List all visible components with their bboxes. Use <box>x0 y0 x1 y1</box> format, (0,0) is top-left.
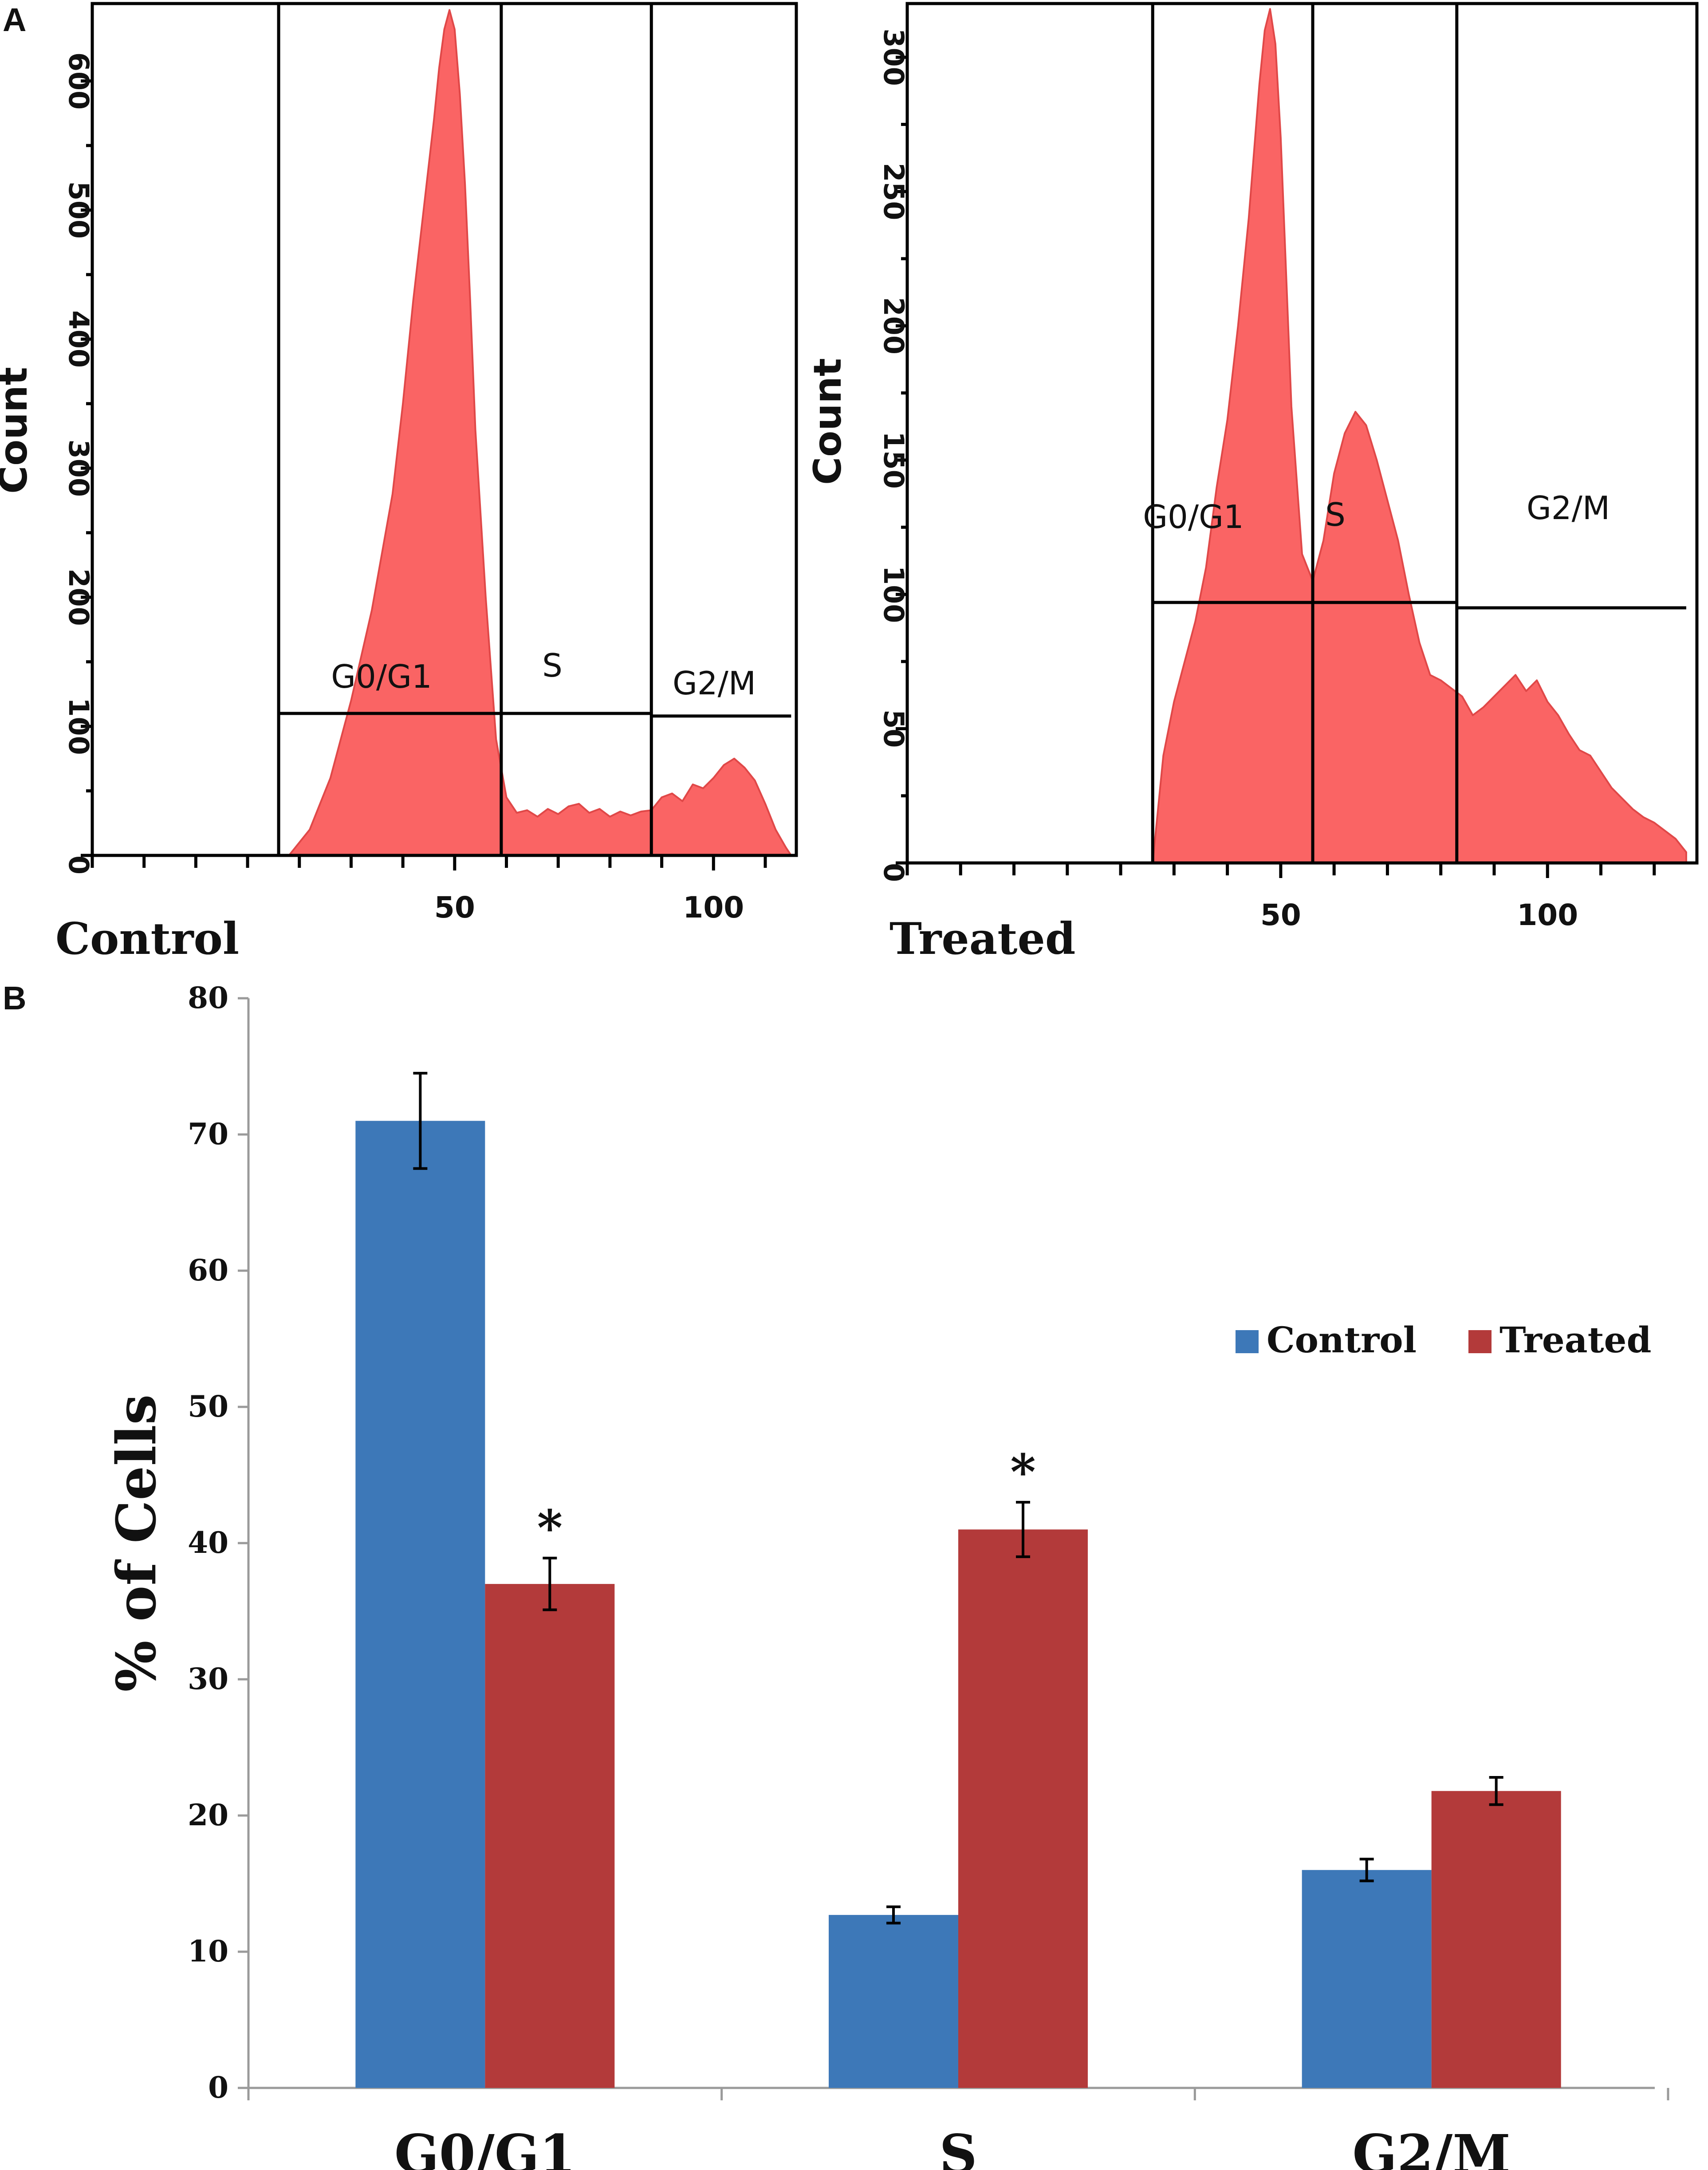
x-tick-label-1: 100 <box>1517 898 1578 932</box>
x-tick-label-0: 50 <box>1260 898 1301 932</box>
plot-frame <box>905 2 1699 865</box>
gate-label-0: G0/G1 <box>1143 498 1244 536</box>
bar-treated-1 <box>958 1529 1088 2088</box>
gate-label-2: G2/M <box>673 665 756 702</box>
legend-swatch-treated <box>1468 1330 1492 1353</box>
y-tick-label-4: 400 <box>63 311 95 368</box>
x-tick-label-1: 100 <box>683 890 744 925</box>
histogram-control: G0/G1 S G2/M 0 100 200 300 400 500 600 50 100 Count C… <box>0 2 798 965</box>
gate-label-2: G2/M <box>1527 489 1610 527</box>
histogram-area <box>1152 8 1687 864</box>
bar-y-tick-label-2: 20 <box>188 1798 228 1832</box>
bar-control-1 <box>829 1915 958 2088</box>
sample-label: Treated <box>889 914 1075 965</box>
histogram-area <box>288 9 792 856</box>
legend-label-control: Control <box>1267 1319 1417 1361</box>
y-tick-label-2: 100 <box>878 566 910 623</box>
y-tick-label-6: 300 <box>878 28 910 86</box>
y-tick-label-1: 100 <box>63 697 95 755</box>
x-tick-label-0: 50 <box>434 890 475 925</box>
bar-x-tick-label-2: G2/M <box>1352 2123 1511 2170</box>
bar-y-tick-label-8: 80 <box>188 981 228 1015</box>
y-tick-label-5: 500 <box>63 181 95 239</box>
histogram-treated: G0/G1 S G2/M 0 50 100 150 200 250 300 50 100 Count Tr… <box>806 2 1699 965</box>
bar-y-tick-label-1: 10 <box>188 1934 228 1969</box>
bar-y-tick-label-6: 60 <box>188 1253 228 1288</box>
sample-label: Control <box>55 914 239 965</box>
bar-control-2 <box>1302 1870 1432 2088</box>
panel-a-letter: A <box>3 1 26 38</box>
y-tick-label-1: 50 <box>878 709 910 748</box>
bar-y-tick-label-4: 40 <box>188 1525 228 1560</box>
y-axis-label: Count <box>806 358 850 485</box>
y-tick-label-4: 200 <box>878 297 910 354</box>
gate-label-1: S <box>542 647 563 684</box>
bar-x-tick-label-1: S <box>939 2123 977 2170</box>
bar-treated-0 <box>485 1584 615 2088</box>
legend-label-treated: Treated <box>1499 1319 1651 1361</box>
bar-treated-2 <box>1431 1791 1561 2088</box>
y-tick-label-5: 250 <box>878 163 910 220</box>
panel-b-letter: B <box>3 980 26 1016</box>
y-tick-label-2: 200 <box>63 568 95 626</box>
cell-cycle-bar-chart: 0 10 20 30 40 50 60 70 80 * G0/G1 * S G2/M % of Cells C… <box>104 981 1669 2170</box>
y-tick-label-0: 0 <box>63 855 95 874</box>
significance-marker-1: * <box>1010 1443 1036 1500</box>
bar-y-tick-label-7: 70 <box>188 1117 228 1151</box>
plot-frame <box>91 2 798 857</box>
y-tick-label-3: 150 <box>878 431 910 488</box>
legend-swatch-control <box>1236 1330 1259 1353</box>
gate-label-1: S <box>1325 496 1346 533</box>
bar-control-0 <box>355 1121 485 2088</box>
bar-x-tick-label-0: G0/G1 <box>394 2123 576 2170</box>
significance-marker-0: * <box>537 1499 563 1556</box>
y-axis-label: Count <box>0 367 36 494</box>
gate-label-0: G0/G1 <box>331 658 432 695</box>
bar-y-axis-label: % of Cells <box>104 1394 168 1692</box>
y-tick-label-0: 0 <box>878 863 910 882</box>
bar-y-tick-label-0: 0 <box>208 2070 228 2105</box>
bar-y-tick-label-3: 30 <box>188 1662 228 1696</box>
y-tick-label-3: 300 <box>63 440 95 497</box>
y-tick-label-6: 600 <box>63 52 95 110</box>
bar-y-tick-label-5: 50 <box>188 1389 228 1424</box>
